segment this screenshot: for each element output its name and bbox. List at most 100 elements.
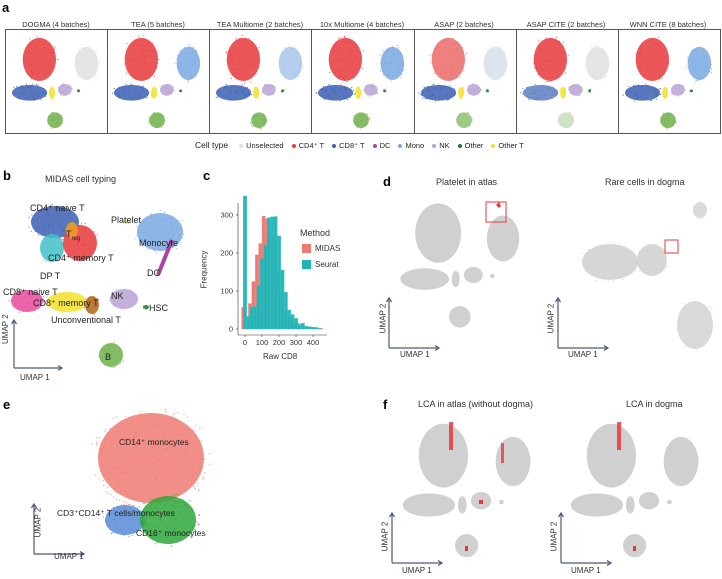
- cell-point: [328, 84, 330, 86]
- cell-point: [191, 512, 193, 514]
- cell-point: [702, 52, 704, 54]
- cell-point: [293, 61, 295, 63]
- cell-point: [202, 458, 204, 460]
- cell-point: [525, 86, 527, 89]
- cell-point: [159, 502, 161, 505]
- cell-point: [82, 57, 84, 59]
- cell-point: [559, 64, 561, 67]
- cell-point: [622, 278, 625, 281]
- cell-point: [682, 346, 684, 348]
- cell-point: [135, 431, 137, 433]
- cell-point: [158, 541, 161, 543]
- cell-point: [587, 252, 589, 254]
- cell-point: [155, 477, 157, 480]
- cell-point: [163, 248, 165, 250]
- cell-point: [30, 85, 32, 87]
- cell-point: [450, 74, 452, 76]
- legend-dot: [291, 143, 296, 148]
- x-tick-label: 300: [290, 338, 303, 347]
- cell-point: [90, 254, 92, 256]
- cell-point: [541, 89, 543, 92]
- cell-point: [160, 520, 162, 522]
- cell-point: [506, 57, 508, 59]
- cell-point: [183, 76, 185, 78]
- cell-point: [56, 301, 58, 304]
- cell-point: [581, 252, 583, 255]
- arrow-icon: [30, 502, 86, 558]
- cell-point: [326, 89, 328, 91]
- cell-point: [115, 467, 118, 469]
- cell-point: [84, 297, 86, 299]
- cell-point: [169, 91, 171, 93]
- cell-point: [233, 68, 235, 70]
- cell-point: [28, 226, 30, 228]
- cell-point: [189, 529, 191, 531]
- cell-point: [376, 92, 378, 94]
- cell-point: [137, 511, 139, 513]
- cell-point: [51, 51, 54, 53]
- cell-point: [80, 309, 82, 311]
- cell-point: [163, 211, 166, 214]
- cell-point: [138, 35, 140, 37]
- cell-point: [30, 230, 32, 232]
- cell-point: [329, 71, 331, 74]
- cell-point: [152, 535, 154, 537]
- cell-point: [445, 65, 448, 67]
- cell-point: [144, 39, 147, 41]
- cell-point: [388, 74, 390, 76]
- cell-point: [54, 46, 56, 48]
- cell-point: [119, 483, 121, 485]
- cell-point: [166, 511, 168, 513]
- cell-point: [26, 52, 28, 54]
- cell-point: [96, 441, 98, 444]
- cell-point: [163, 119, 165, 121]
- cell-point: [106, 512, 109, 515]
- cell-point: [371, 85, 373, 87]
- cell-point: [30, 77, 33, 79]
- cell-point: [63, 299, 66, 301]
- cell-point: [249, 66, 251, 69]
- highlight-box: [485, 201, 507, 223]
- cell-point: [113, 87, 116, 90]
- cell-point: [442, 96, 444, 98]
- cell-point: [351, 87, 353, 89]
- cell-point: [76, 89, 79, 91]
- cluster-label: CD8⁺ naive T: [3, 287, 58, 297]
- cell-point: [345, 88, 347, 90]
- cell-point: [87, 257, 89, 259]
- cell-point: [228, 95, 230, 97]
- cell-point: [710, 68, 712, 70]
- cell-point: [460, 98, 462, 100]
- cell-point: [37, 298, 39, 300]
- cell-point: [138, 518, 140, 520]
- cell-point: [60, 238, 62, 241]
- cell-point: [289, 45, 291, 47]
- cluster-cd4: [329, 37, 363, 82]
- cell-point: [249, 94, 251, 96]
- cell-point: [128, 531, 130, 533]
- cell-point: [93, 231, 96, 233]
- cell-point: [52, 216, 54, 219]
- cell-point: [144, 508, 146, 510]
- batch-panel: [517, 30, 619, 133]
- cell-point: [164, 239, 167, 241]
- cluster-nk: [262, 83, 276, 96]
- cell-point: [61, 230, 63, 233]
- batch-panel: [312, 30, 415, 133]
- cell-point: [186, 514, 188, 516]
- cell-point: [130, 492, 132, 494]
- cell-point: [125, 72, 128, 74]
- cell-point: [36, 69, 38, 72]
- cell-point: [154, 86, 156, 88]
- cell-point: [329, 85, 332, 87]
- cell-point: [522, 87, 524, 90]
- cell-point: [131, 529, 133, 531]
- cell-point: [180, 53, 182, 55]
- cell-point: [174, 528, 176, 530]
- cell-point: [687, 308, 689, 310]
- cell-point: [163, 122, 165, 124]
- cell-point: [45, 218, 47, 220]
- cell-point: [115, 499, 118, 501]
- cell-point: [163, 115, 165, 117]
